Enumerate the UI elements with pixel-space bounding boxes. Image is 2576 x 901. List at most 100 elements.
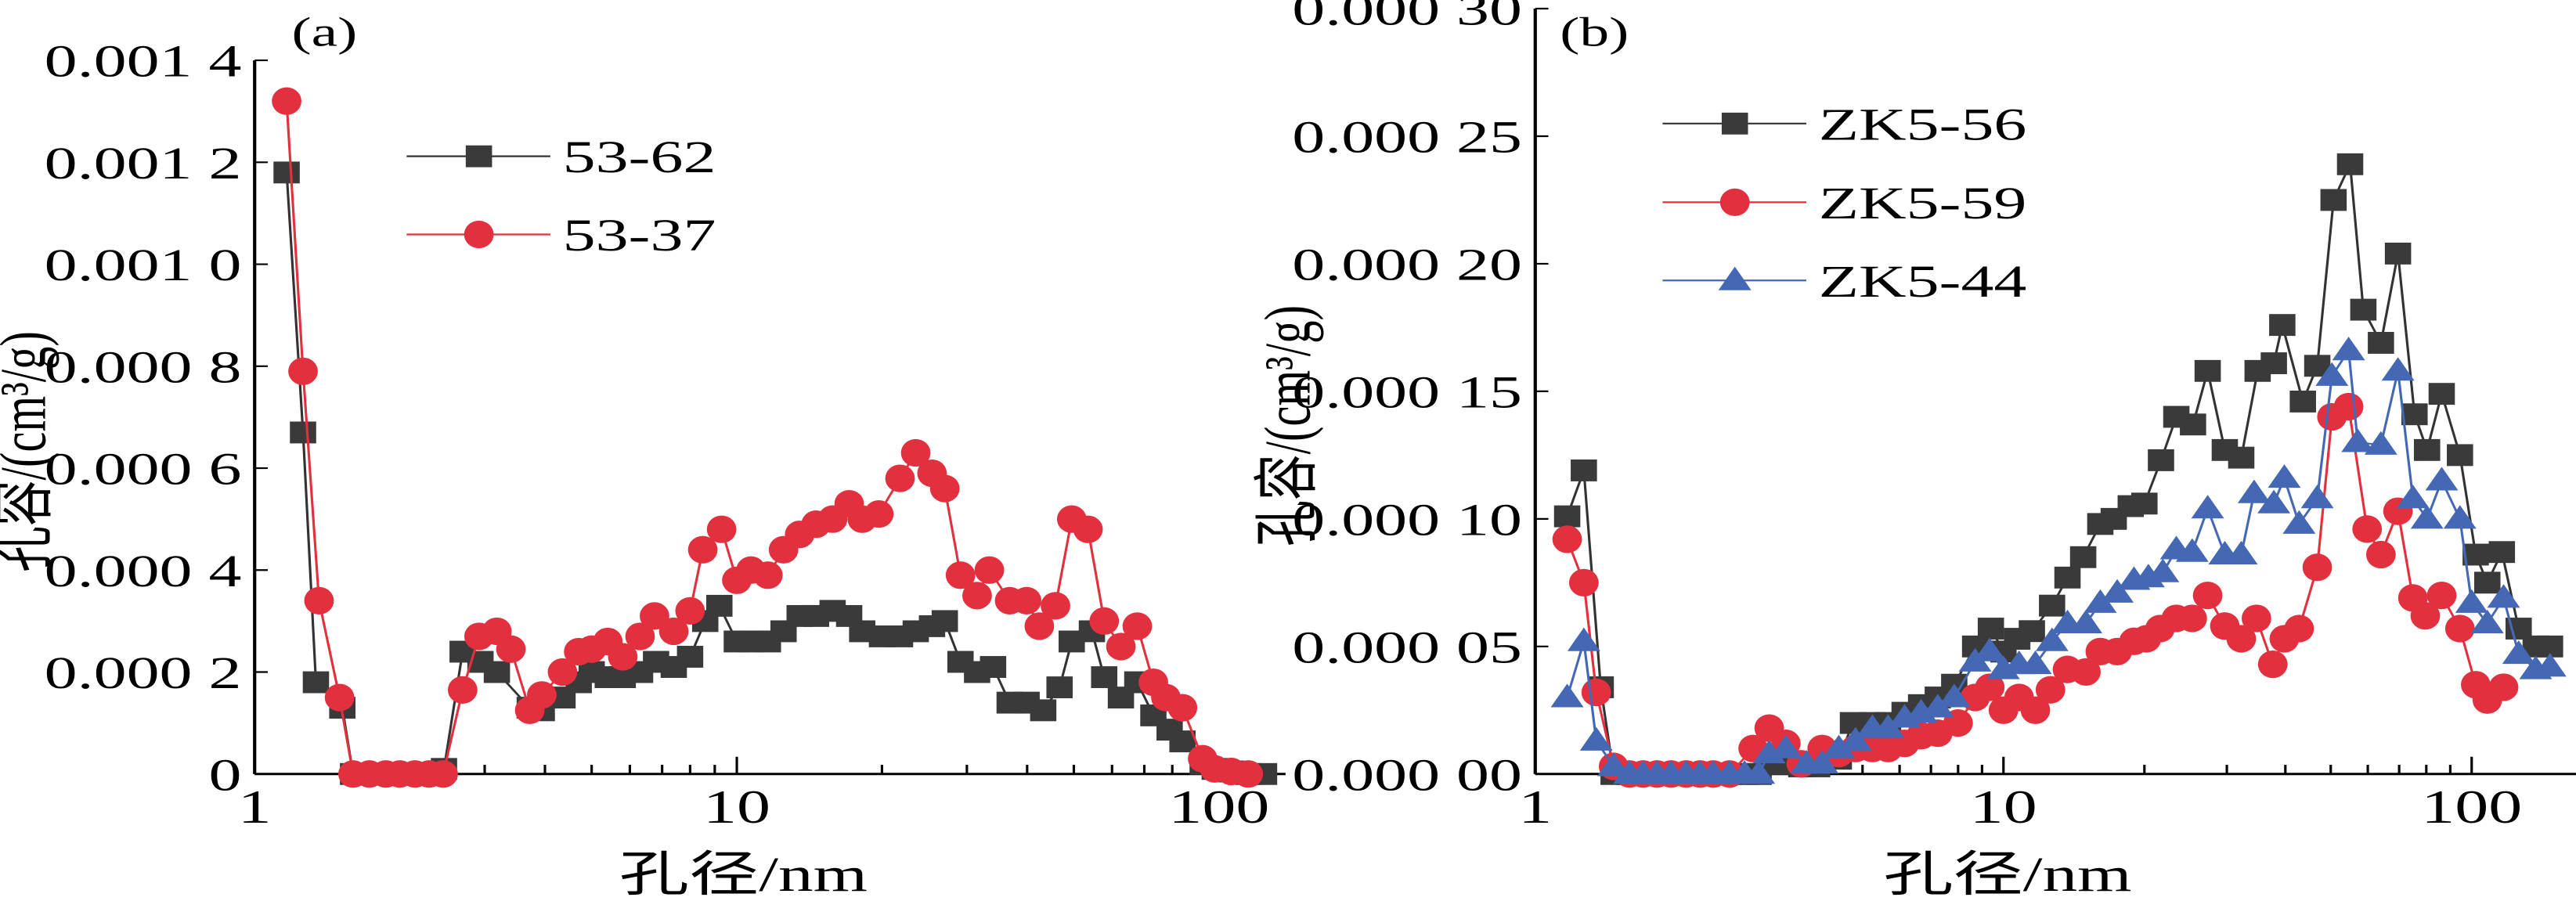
data-point bbox=[2194, 359, 2221, 382]
data-point bbox=[272, 87, 301, 115]
data-point bbox=[2365, 540, 2396, 569]
data-point bbox=[1977, 618, 2004, 640]
data-point bbox=[2443, 505, 2477, 529]
legend-marker bbox=[1719, 188, 1750, 217]
data-point bbox=[1122, 612, 1153, 640]
data-point bbox=[2101, 578, 2134, 603]
data-point bbox=[1742, 760, 1776, 784]
data-point bbox=[288, 357, 318, 385]
data-point bbox=[608, 643, 638, 671]
data-point bbox=[1567, 627, 1600, 651]
data-point bbox=[1596, 752, 1630, 777]
data-point bbox=[2332, 337, 2365, 361]
data-point bbox=[931, 610, 958, 633]
y-tick-label: 0.000 2 bbox=[45, 647, 242, 698]
y-axis-label: 孔容/(cm³/g) bbox=[1250, 305, 1324, 546]
panel-label: (a) bbox=[291, 10, 357, 56]
data-point bbox=[2237, 479, 2271, 503]
y-tick-label: 0.000 30 bbox=[1292, 0, 1522, 35]
data-point bbox=[705, 594, 733, 617]
data-point bbox=[304, 586, 334, 614]
data-point bbox=[962, 582, 992, 610]
data-point bbox=[2131, 492, 2158, 515]
data-point bbox=[2410, 602, 2441, 630]
data-point bbox=[2146, 558, 2180, 582]
x-tick-label: 100 bbox=[1168, 781, 1269, 833]
data-point bbox=[2180, 413, 2206, 436]
data-point bbox=[900, 438, 931, 467]
y-tick-label: 0.000 6 bbox=[45, 443, 242, 495]
data-point bbox=[2148, 449, 2174, 471]
series-line bbox=[285, 172, 1265, 775]
series-ZK5-44 bbox=[1550, 337, 2567, 784]
data-point bbox=[2226, 625, 2257, 653]
data-point bbox=[1106, 633, 1136, 661]
data-point bbox=[324, 683, 355, 712]
data-point bbox=[2428, 383, 2455, 405]
data-point bbox=[2242, 604, 2271, 633]
data-point bbox=[1871, 714, 1905, 738]
data-point bbox=[676, 646, 704, 668]
data-point bbox=[2282, 510, 2316, 534]
data-point bbox=[1838, 726, 1872, 751]
data-point bbox=[929, 474, 960, 503]
data-point bbox=[2426, 582, 2457, 610]
data-point bbox=[1046, 676, 1073, 699]
data-point bbox=[2289, 390, 2316, 413]
legend-label: 53-37 bbox=[563, 209, 716, 261]
series-53-37 bbox=[272, 87, 1264, 788]
x-tick-label: 1 bbox=[1518, 781, 1552, 833]
data-point bbox=[1167, 694, 1198, 722]
data-point bbox=[2019, 620, 2045, 643]
legend-marker bbox=[1721, 112, 1748, 135]
data-point bbox=[2502, 640, 2535, 665]
data-point bbox=[527, 681, 557, 709]
panel-b: 1 10 100 0.000 00 0.000 05 0.000 10 0.000 15 0.… bbox=[1250, 0, 2576, 901]
y-tick-label: 0.000 15 bbox=[1292, 366, 1522, 418]
x-tick-label: 100 bbox=[2421, 781, 2522, 833]
legend-marker bbox=[464, 220, 494, 249]
data-point bbox=[547, 658, 578, 687]
data-point bbox=[2350, 298, 2377, 321]
data-point bbox=[752, 561, 783, 589]
data-point bbox=[2533, 653, 2567, 677]
data-point bbox=[2224, 540, 2258, 564]
panel-a: 1 10 100 0 0.000 2 0.000 4 0.000 6 0.000 8 0.001… bbox=[0, 10, 1286, 901]
data-point bbox=[675, 596, 705, 625]
data-point bbox=[2300, 485, 2334, 509]
data-point bbox=[2315, 362, 2349, 386]
data-point bbox=[2364, 431, 2397, 455]
data-point bbox=[1089, 607, 1120, 636]
data-point bbox=[2257, 651, 2288, 679]
data-point bbox=[2071, 658, 2101, 687]
data-point bbox=[2269, 314, 2296, 337]
data-point bbox=[1550, 683, 1584, 708]
data-point bbox=[2341, 428, 2375, 452]
data-point bbox=[1041, 592, 1070, 620]
data-point bbox=[2191, 495, 2224, 519]
y-tick-label: 0.000 8 bbox=[45, 341, 242, 393]
data-point bbox=[1073, 515, 1103, 543]
data-point bbox=[2473, 571, 2501, 594]
legend-label: 53-62 bbox=[563, 132, 716, 183]
data-point bbox=[2425, 467, 2459, 491]
data-point bbox=[2192, 582, 2223, 610]
data-point bbox=[2039, 594, 2065, 617]
data-point bbox=[2336, 153, 2364, 175]
data-point bbox=[428, 760, 458, 788]
data-point bbox=[302, 671, 330, 694]
data-point bbox=[1769, 734, 1802, 759]
data-point bbox=[273, 161, 300, 184]
series-53-62 bbox=[273, 161, 1278, 785]
data-point bbox=[864, 500, 894, 528]
data-point bbox=[2410, 505, 2444, 529]
data-point bbox=[1552, 525, 1582, 553]
data-point bbox=[2320, 189, 2347, 211]
data-point bbox=[2368, 332, 2394, 354]
data-point bbox=[2284, 614, 2314, 643]
data-point bbox=[2455, 589, 2488, 613]
data-point bbox=[980, 656, 1007, 678]
legend-label: ZK5-59 bbox=[1819, 177, 2027, 229]
